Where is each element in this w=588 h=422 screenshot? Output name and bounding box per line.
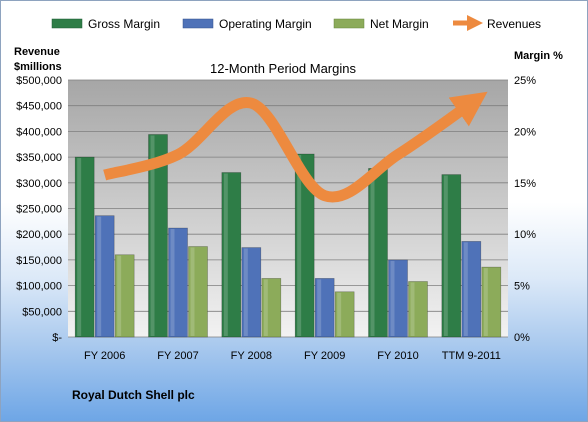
bar-highlight	[263, 279, 268, 336]
bar-gross-margin	[221, 172, 242, 338]
bar-operating-margin	[241, 247, 262, 338]
y-right-tick-label: 25%	[514, 75, 536, 87]
y-left-tick-label: $400,000	[16, 126, 62, 138]
revenue-line-group	[103, 91, 488, 203]
bar-operating-margin	[94, 215, 115, 338]
bar-operating-margin	[388, 259, 408, 338]
y-right-tick-label: 10%	[514, 229, 536, 241]
x-ticks: FY 2006 FY 2007 FY 2008 FY 2009 FY 2010 TTM 9…	[84, 350, 501, 362]
bar-highlight	[170, 229, 175, 336]
y-left-tick-label: $50,000	[22, 306, 62, 318]
legend-label-net-margin: Net Margin	[370, 17, 429, 31]
bar-highlight	[223, 173, 228, 336]
y-left-tick-label: $450,000	[16, 101, 62, 113]
legend-item-net-margin: Net Margin	[333, 17, 429, 31]
y-left-tick-label: $300,000	[16, 178, 62, 190]
legend-item-revenues: Revenues	[453, 14, 541, 31]
bar-gross-margin	[148, 134, 168, 338]
company-name: Royal Dutch Shell plc	[72, 388, 195, 402]
legend-item-operating-margin: Operating Margin	[182, 17, 312, 31]
bar-net-margin	[188, 246, 208, 338]
y-right-tick-label: 15%	[514, 178, 536, 190]
y-left-tick-label: $250,000	[16, 204, 62, 216]
x-tick-label: FY 2007	[157, 350, 198, 362]
x-tick-label: FY 2008	[231, 350, 272, 362]
legend: Gross Margin Operating Margin Net Margin…	[51, 14, 541, 31]
x-tick-label: FY 2010	[377, 350, 418, 362]
y-left-label-line2: $millions	[14, 61, 62, 73]
y-left-tick-label: $-	[52, 332, 62, 344]
bar-highlight	[297, 155, 302, 336]
y-left-label-line1: Revenue	[14, 46, 60, 58]
y-right-tick-label: 5%	[514, 281, 530, 293]
y-left-tick-label: $150,000	[16, 255, 62, 267]
x-tick-label: FY 2009	[304, 350, 345, 362]
bar-net-margin	[334, 291, 355, 338]
bar-gross-margin	[74, 156, 95, 338]
y-left-ticks: $- $50,000 $100,000 $150,000 $200,000 $250,00…	[16, 75, 62, 344]
bar-operating-margin	[461, 241, 482, 338]
bar-highlight	[483, 268, 488, 336]
x-tick-label: FY 2006	[84, 350, 125, 362]
bar-highlight	[77, 158, 82, 336]
bar-highlight	[463, 242, 468, 336]
legend-label-operating-margin: Operating Margin	[219, 17, 312, 31]
bar-net-margin	[481, 266, 502, 338]
y-left-tick-label: $500,000	[16, 75, 62, 87]
bar-operating-margin	[168, 227, 188, 338]
bar-highlight	[443, 175, 448, 336]
legend-label-revenues: Revenues	[487, 17, 541, 31]
y-left-tick-label: $350,000	[16, 152, 62, 164]
bar-net-margin	[408, 281, 428, 338]
bar-highlight	[337, 292, 342, 336]
bar-gross-margin	[441, 174, 462, 338]
chart-title: 12-Month Period Margins	[210, 61, 356, 76]
y-left-tick-label: $200,000	[16, 229, 62, 241]
bar-highlight	[150, 135, 155, 336]
bar-highlight	[117, 255, 122, 336]
bar-highlight	[390, 260, 395, 336]
bar-highlight	[317, 279, 322, 336]
bar-operating-margin	[314, 278, 335, 338]
bar-net-margin	[114, 254, 135, 338]
y-left-tick-label: $100,000	[16, 281, 62, 293]
bar-highlight	[410, 282, 415, 336]
legend-item-gross-margin: Gross Margin	[51, 17, 160, 31]
bar-highlight	[243, 248, 248, 336]
bar-highlight	[190, 247, 195, 336]
y-right-label: Margin %	[514, 50, 563, 62]
bar-gross-margin	[294, 153, 315, 338]
legend-label-gross-margin: Gross Margin	[88, 17, 160, 31]
y-right-ticks: 0% 5% 10% 15% 20% 25%	[514, 75, 536, 344]
gridlines	[68, 79, 508, 338]
bar-highlight	[97, 216, 102, 336]
bar-highlight	[370, 169, 375, 336]
y-right-tick-label: 0%	[514, 332, 530, 344]
revenue-line	[103, 91, 488, 203]
bars	[74, 134, 502, 338]
y-right-tick-label: 20%	[514, 126, 536, 138]
x-tick-label: TTM 9-2011	[442, 350, 501, 362]
bar-net-margin	[261, 278, 282, 338]
